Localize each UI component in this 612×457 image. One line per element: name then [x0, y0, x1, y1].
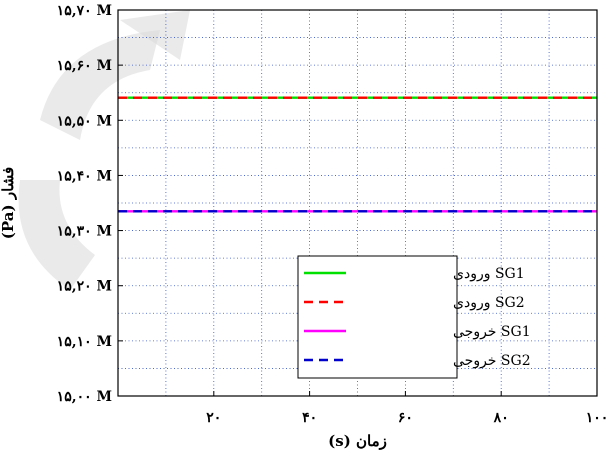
x-tick-label: ۴۰ [302, 410, 317, 426]
y-tick-label: ۱۵,۶۰ M [57, 58, 112, 74]
grid [118, 10, 597, 396]
legend-box [297, 255, 458, 379]
watermark [18, 10, 190, 290]
y-tick-label: ۱۵,۰۰ M [57, 389, 112, 405]
x-axis-label: زمان (s) [328, 432, 387, 450]
legend-label-1: SG1 ورودی [453, 266, 525, 282]
y-tick-label: ۱۵,۳۰ M [57, 224, 112, 240]
ticks: ۲۰ ۴۰ ۶۰ ۸۰ ۱۰۰ ۱۵,۰۰ M ۱۵,۱۰ M ۱۵,۲۰ M ۱۵,۳۰ M ۱… [57, 3, 609, 426]
y-tick-label: ۱۵,۵۰ M [57, 113, 112, 129]
legend-label-4: SG2 خروجی [453, 353, 531, 369]
y-tick-label: ۱۵,۴۰ M [57, 168, 112, 184]
x-tick-label: ۸۰ [493, 410, 509, 426]
y-tick-label: ۱۵,۲۰ M [57, 279, 112, 295]
x-tick-label: ۱۰۰ [586, 410, 609, 426]
x-tick-label: ۶۰ [398, 410, 413, 426]
legend-label-3: SG1 خروجی [453, 324, 531, 340]
y-tick-label: ۱۵,۷۰ M [57, 3, 112, 19]
legend-label-2: SG2 ورودی [453, 295, 525, 311]
y-axis-label: فشار (Pa) [0, 167, 17, 239]
y-tick-label: ۱۵,۱۰ M [57, 334, 112, 350]
series-lines [118, 96, 597, 213]
x-tick-label: ۲۰ [206, 410, 221, 426]
plot-frame [117, 9, 598, 397]
legend: SG1 ورودی SG2 ورودی SG1 خروجی SG2 خروجی [297, 255, 531, 379]
